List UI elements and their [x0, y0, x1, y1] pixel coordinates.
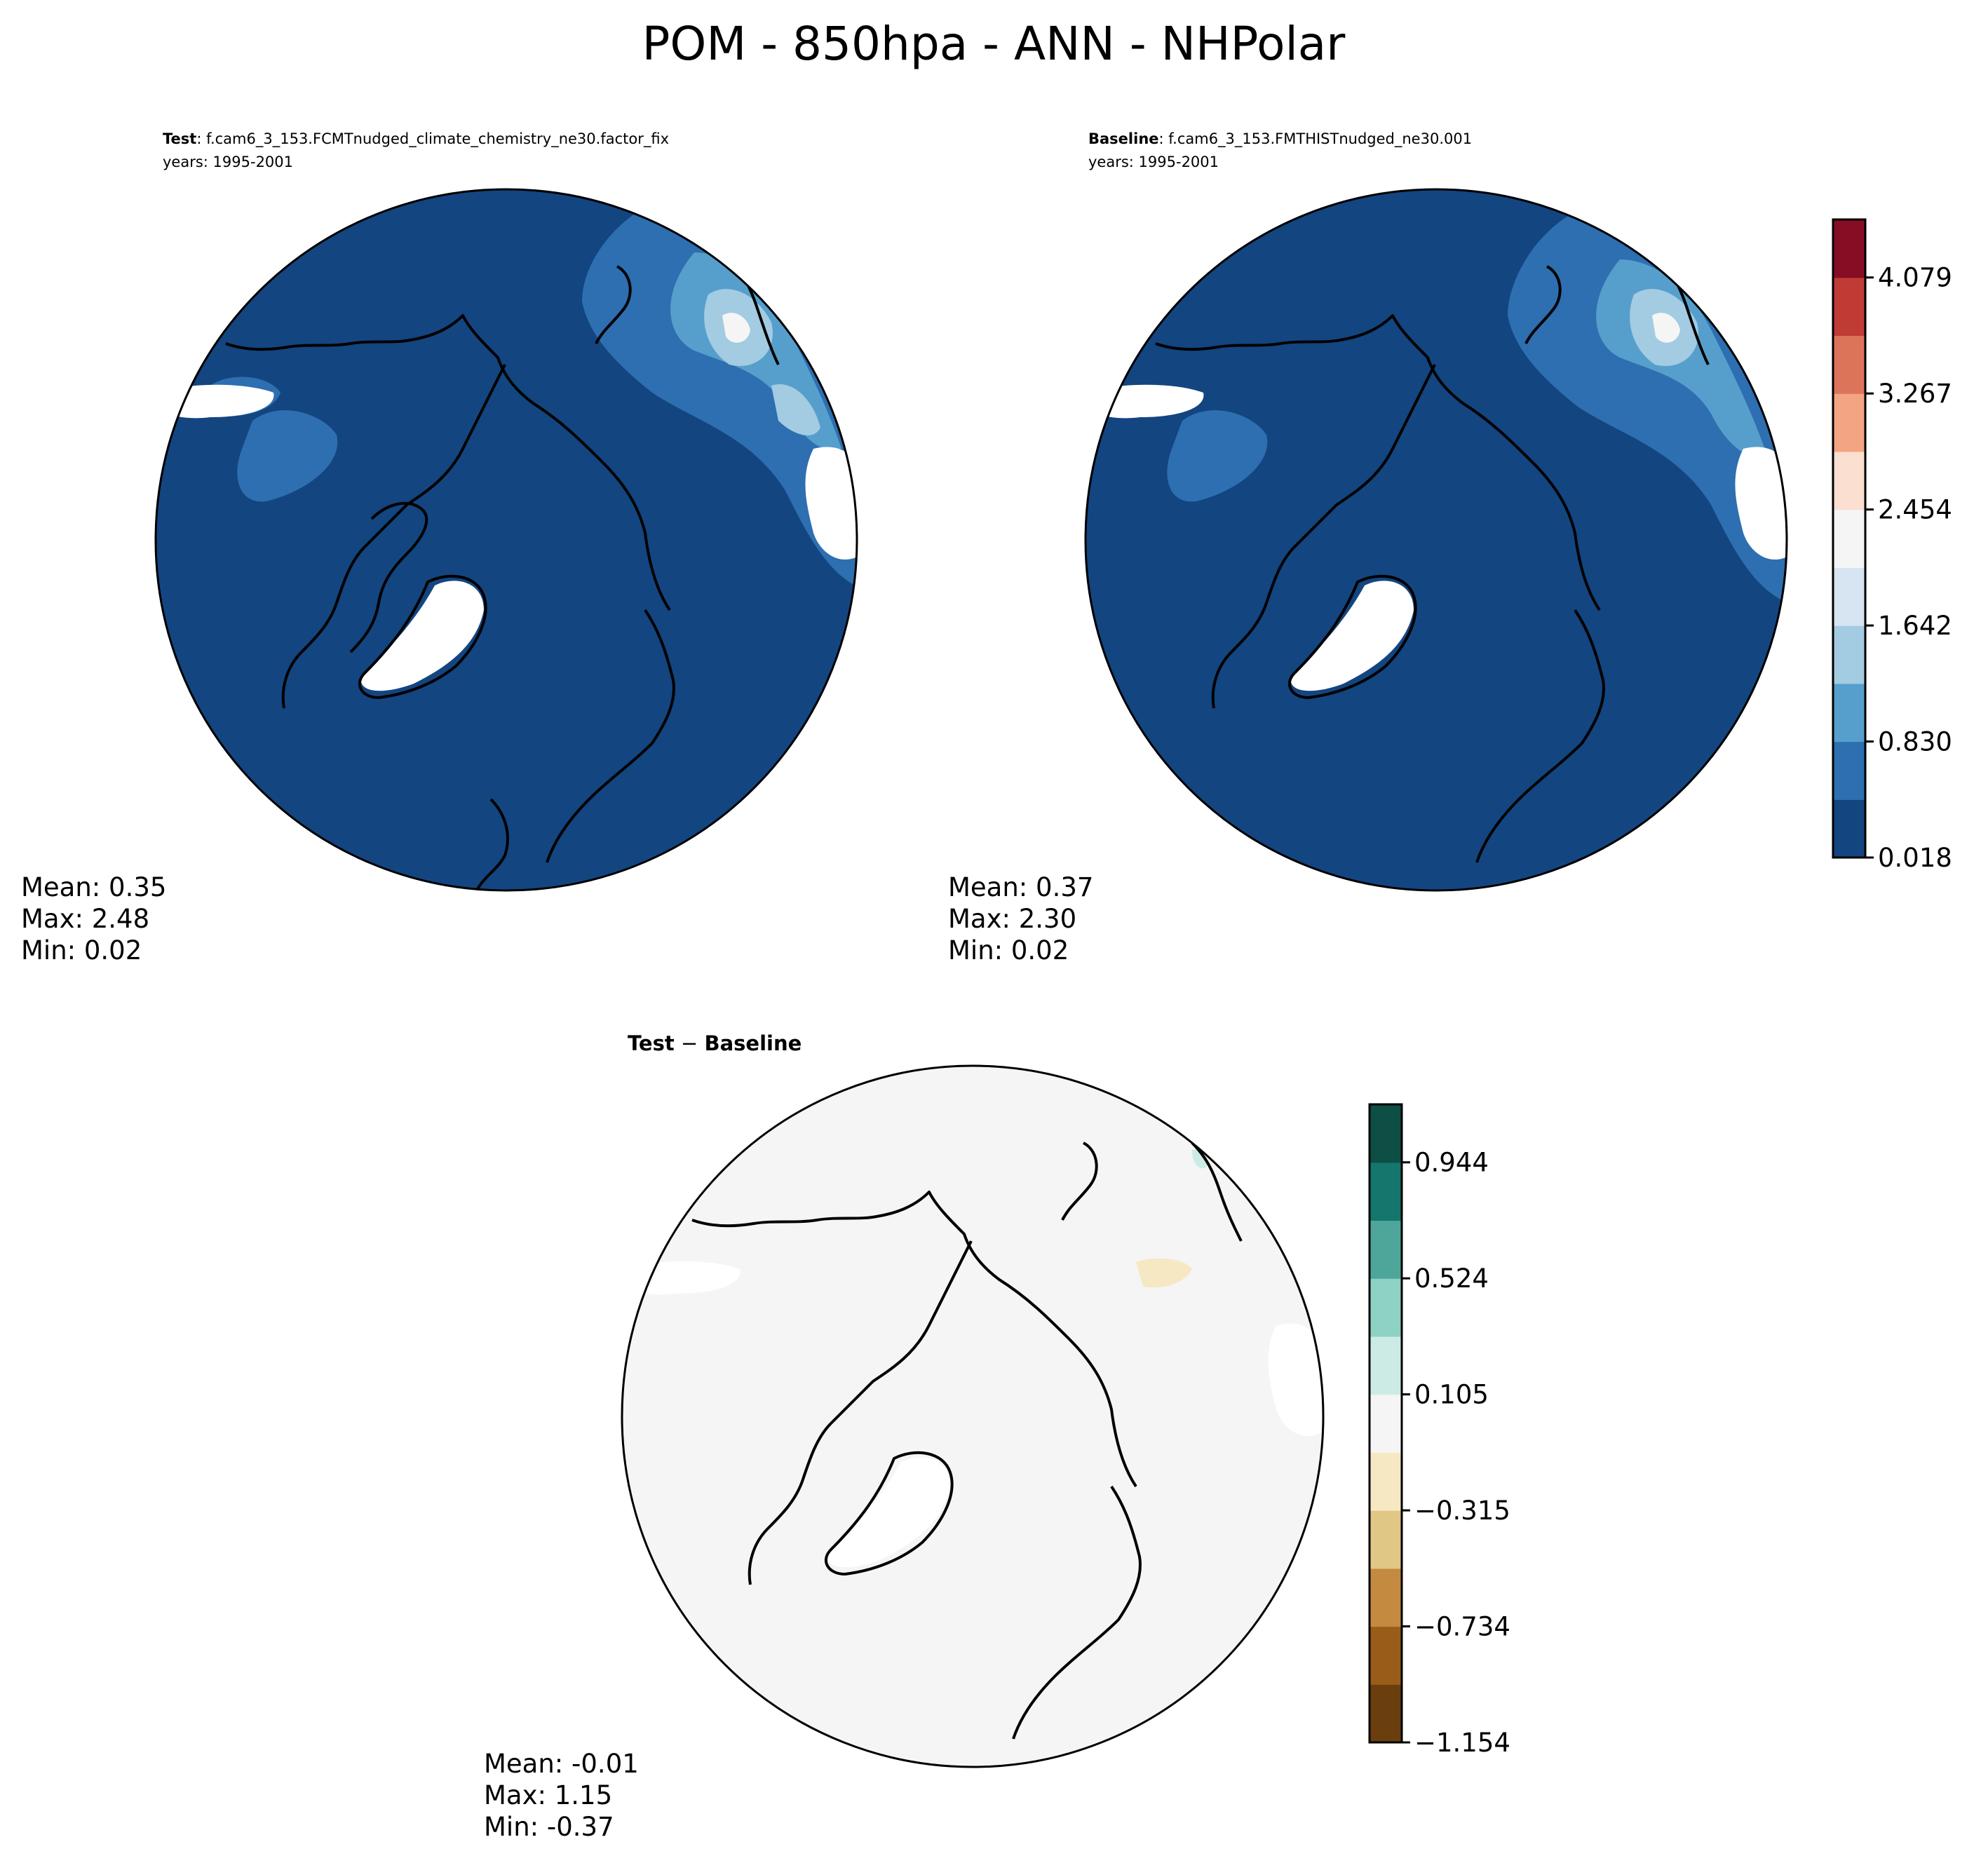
test-field-contour-0830 — [582, 203, 857, 589]
test-label-sep: : — [196, 130, 206, 147]
colorbar-segment — [1370, 1452, 1402, 1511]
coastline-outline-icon — [1155, 258, 1710, 863]
map-test-frame — [154, 188, 858, 892]
baseline-field-contour-0830 — [1508, 210, 1787, 603]
panel-baseline: Baseline: f.cam6_3_153.FMTHISTnudged_ne3… — [948, 130, 1952, 966]
colorbar-tick-label: 1.642 — [1878, 611, 1952, 641]
colorbar-tick-label: 0.105 — [1414, 1380, 1489, 1410]
colorbar-segment — [1833, 451, 1865, 510]
baseline-years: years: 1995-2001 — [1088, 154, 1219, 170]
colorbar-segment — [1370, 1162, 1402, 1221]
colorbar-segment — [1833, 625, 1865, 684]
test-years: years: 1995-2001 — [163, 154, 293, 170]
baseline-field-contour-2454 — [1652, 313, 1680, 343]
difference-label: Test − Baseline — [628, 1031, 802, 1055]
baseline-label: Baseline: f.cam6_3_153.FMTHISTnudged_ne3… — [1088, 130, 1472, 148]
test-field-contour-1642-se — [771, 384, 820, 435]
colorbar-segment — [1370, 1394, 1402, 1453]
difference-mean: Mean: -0.01 — [484, 1749, 639, 1779]
colorbar-tick-label: 0.944 — [1414, 1148, 1489, 1178]
difference-label-sep: − — [675, 1031, 705, 1055]
colorbar-tick-label: 0.830 — [1878, 727, 1952, 757]
colorbar-tick-label: −0.315 — [1414, 1496, 1510, 1526]
difference-label-test: Test — [628, 1031, 675, 1055]
figure-title: POM - 850hpa - ANN - NHPolar — [642, 17, 1346, 71]
difference-field-base — [622, 1066, 1323, 1767]
colorbar-segment — [1833, 219, 1865, 278]
colorbar-tick-label: 0.018 — [1878, 843, 1952, 873]
test-mean: Mean: 0.35 — [21, 872, 166, 902]
colorbar-tick-label: 2.454 — [1878, 495, 1952, 525]
test-max: Max: 2.48 — [21, 904, 149, 934]
baseline-field-contour-0830-west — [1167, 410, 1268, 502]
colorbar-tick-label: −1.154 — [1414, 1728, 1510, 1758]
colorbar-segment — [1370, 1684, 1402, 1743]
difference-min: Min: -0.37 — [484, 1812, 614, 1842]
colorbar-segment — [1370, 1220, 1402, 1279]
colorbar-segment — [1833, 799, 1865, 858]
colorbar-baseline: 0.018 0.830 1.642 2.454 3.267 4.079 — [1832, 218, 1952, 873]
test-field-missing-east — [805, 447, 857, 560]
colorbar-tick-label: 0.524 — [1414, 1263, 1489, 1294]
baseline-greenland-missing — [1290, 581, 1414, 691]
difference-field-negative-patch — [1136, 1258, 1192, 1288]
colorbar-segment — [1370, 1336, 1402, 1395]
colorbar-tick-label: 4.079 — [1878, 263, 1952, 293]
panel-difference: Test − Baseline Mean: -0.01 Max: 1.15 Mi… — [484, 1031, 1510, 1842]
colorbar-segment — [1833, 683, 1865, 743]
baseline-case-name: f.cam6_3_153.FMTHISTnudged_ne30.001 — [1168, 130, 1472, 148]
difference-field-missing-east — [1268, 1323, 1323, 1437]
test-field-contour-2454 — [722, 313, 750, 343]
test-case-name: f.cam6_3_153.FCMTnudged_climate_chemistr… — [206, 130, 669, 148]
baseline-field-missing-east — [1735, 447, 1787, 560]
map-difference-frame — [621, 1064, 1325, 1768]
greenland-shape-icon — [827, 1457, 950, 1568]
map-difference — [622, 1066, 1323, 1767]
colorbar-segment — [1833, 393, 1865, 452]
test-field-contour-0830-west — [237, 410, 338, 502]
difference-label-baseline: Baseline — [704, 1031, 802, 1055]
colorbar-segment — [1833, 567, 1865, 626]
colorbar-segment — [1370, 1626, 1402, 1685]
map-test — [156, 189, 857, 890]
baseline-label-bold: Baseline — [1088, 130, 1159, 147]
test-label: Test: f.cam6_3_153.FCMTnudged_climate_ch… — [163, 130, 669, 148]
colorbar-segment — [1370, 1568, 1402, 1627]
map-baseline — [1086, 189, 1787, 890]
colorbar-tick-label: −0.734 — [1414, 1612, 1510, 1642]
test-greenland-missing — [360, 581, 484, 691]
colorbar-segment — [1833, 741, 1865, 800]
test-min: Min: 0.02 — [21, 935, 142, 966]
colorbar-segment — [1370, 1278, 1402, 1337]
test-label-bold: Test — [163, 130, 196, 147]
baseline-max: Max: 2.30 — [948, 904, 1076, 934]
colorbar-segment — [1370, 1104, 1402, 1163]
colorbar-segment — [1833, 509, 1865, 568]
map-baseline-frame — [1084, 188, 1788, 892]
colorbar-tick-label: 3.267 — [1878, 379, 1952, 409]
panel-test: Test: f.cam6_3_153.FCMTnudged_climate_ch… — [21, 130, 858, 966]
baseline-mean: Mean: 0.37 — [948, 872, 1093, 902]
colorbar-difference: −1.154 −0.734 −0.315 0.105 0.524 0.944 — [1368, 1103, 1510, 1758]
difference-max: Max: 1.15 — [484, 1780, 612, 1810]
colorbar-segment — [1833, 335, 1865, 394]
baseline-min: Min: 0.02 — [948, 935, 1069, 966]
baseline-label-sep: : — [1159, 130, 1169, 147]
colorbar-frame — [1832, 218, 1867, 859]
colorbar-segment — [1833, 277, 1865, 337]
colorbar-frame — [1368, 1103, 1403, 1744]
colorbar-segment — [1370, 1510, 1402, 1569]
coastline-outline-icon — [691, 1141, 1243, 1740]
